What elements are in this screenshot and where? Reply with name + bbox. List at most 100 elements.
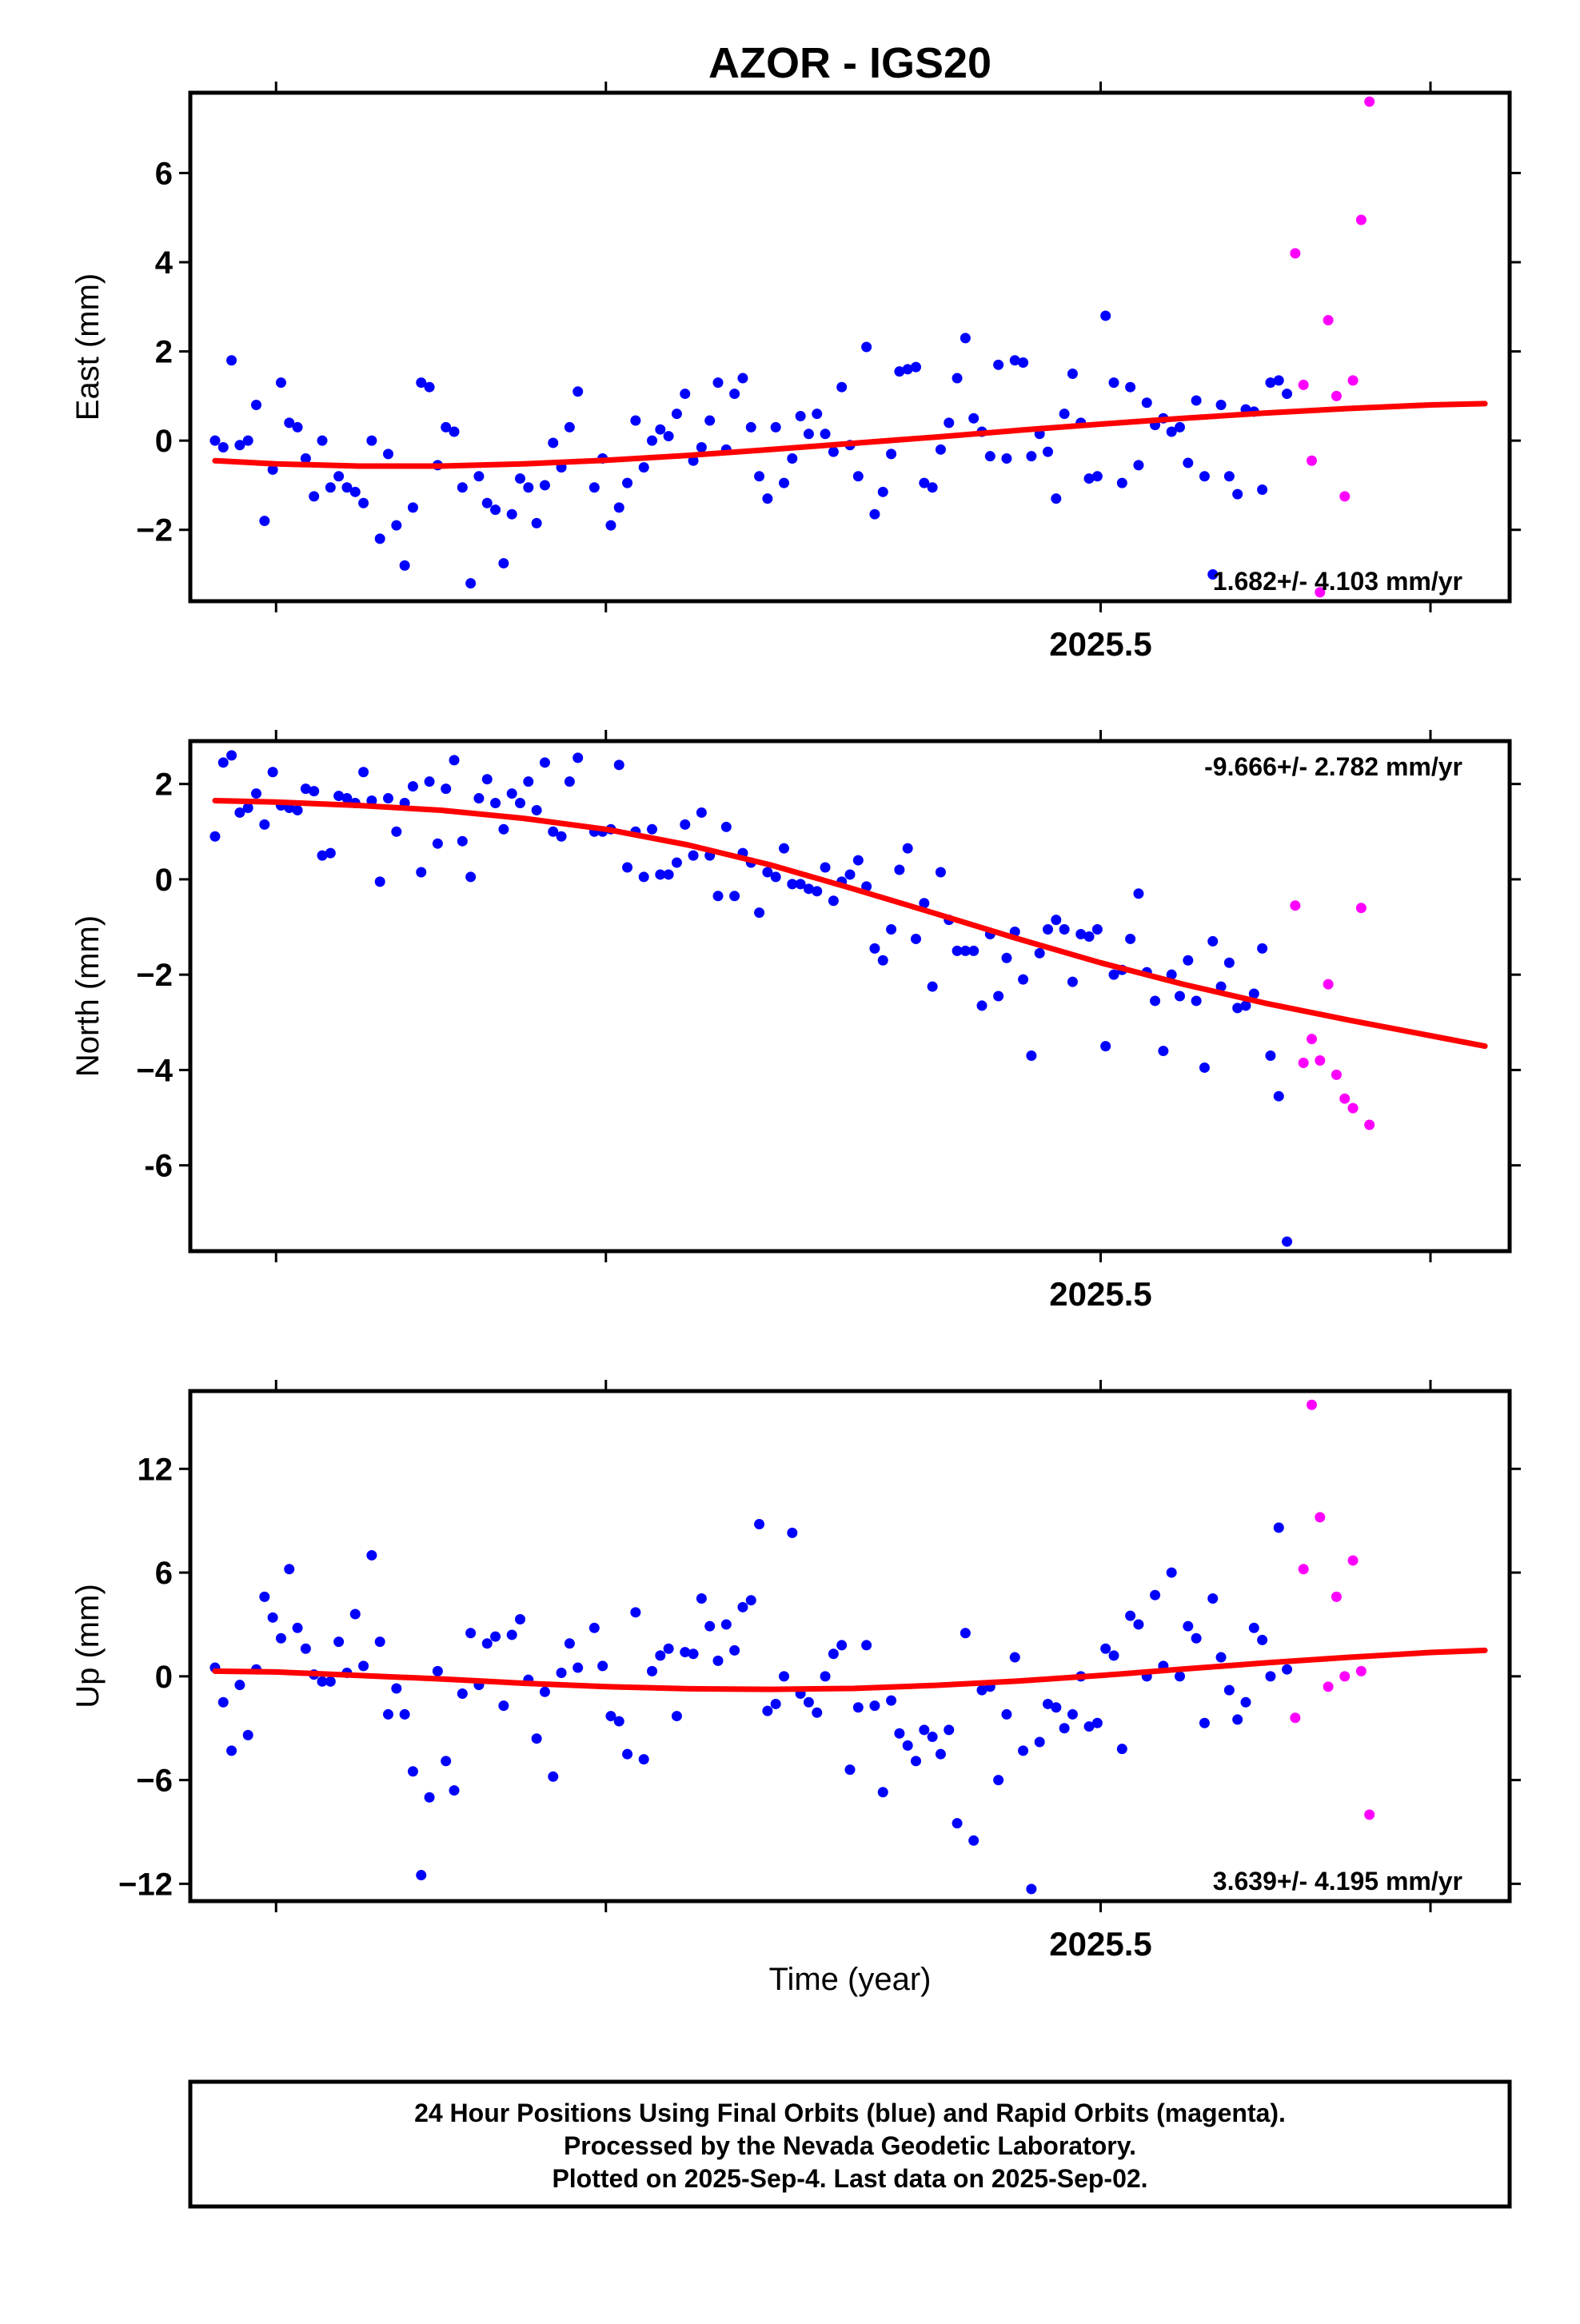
- north-final-point: [1183, 955, 1194, 966]
- east-final-point: [1265, 377, 1276, 389]
- north-final-point: [1059, 924, 1070, 935]
- north-final-point: [1282, 1236, 1293, 1247]
- north-final-point: [1240, 1000, 1251, 1011]
- north-final-point: [1257, 943, 1268, 954]
- east-y-tick-label: 4: [155, 245, 174, 281]
- east-final-point: [325, 482, 336, 493]
- east-final-point: [416, 377, 427, 389]
- north-y-tick-label: 2: [155, 767, 173, 803]
- up-final-point: [704, 1620, 716, 1632]
- east-rapid-point: [1315, 587, 1326, 598]
- north-final-point: [828, 895, 839, 907]
- up-final-point: [1125, 1610, 1136, 1621]
- east-final-point: [424, 381, 435, 393]
- north-rapid-point: [1298, 1057, 1309, 1068]
- east-final-point: [1191, 395, 1202, 406]
- east-final-point: [911, 361, 921, 373]
- east-final-point: [770, 421, 781, 433]
- up-final-point: [762, 1705, 773, 1716]
- north-final-point: [1133, 888, 1144, 899]
- up-final-point: [935, 1748, 946, 1760]
- up-final-point: [638, 1754, 649, 1765]
- legend-line-3: Plotted on 2025-Sep-4. Last data on 2025…: [552, 2164, 1147, 2193]
- up-final-point: [655, 1650, 666, 1661]
- east-y-tick-label: −2: [136, 513, 173, 548]
- east-final-point: [267, 464, 278, 475]
- north-final-point: [696, 807, 707, 818]
- up-final-point: [217, 1696, 229, 1708]
- east-final-point: [573, 386, 584, 397]
- up-final-point: [1166, 1567, 1177, 1578]
- north-final-point: [613, 759, 624, 771]
- up-final-point: [1257, 1634, 1268, 1645]
- north-rapid-point: [1315, 1054, 1326, 1066]
- north-final-point: [424, 776, 435, 787]
- north-final-point: [852, 855, 864, 866]
- up-final-point: [1223, 1684, 1235, 1696]
- up-final-point: [275, 1632, 286, 1644]
- up-final-point: [976, 1684, 988, 1696]
- up-final-point: [399, 1708, 410, 1720]
- north-final-point: [1223, 957, 1235, 968]
- up-final-point: [944, 1724, 955, 1736]
- north-final-point: [820, 862, 831, 873]
- up-final-point: [605, 1711, 616, 1722]
- north-final-point: [441, 783, 452, 795]
- north-final-point: [762, 867, 773, 878]
- up-final-point: [1059, 1723, 1070, 1734]
- up-final-point: [391, 1683, 402, 1694]
- north-final-point: [1215, 981, 1227, 992]
- up-final-point: [1273, 1522, 1284, 1533]
- up-final-point: [993, 1775, 1004, 1786]
- up-final-point: [803, 1696, 814, 1708]
- north-final-point: [812, 886, 823, 897]
- north-final-point: [1100, 1041, 1111, 1052]
- up-rapid-point: [1355, 1665, 1367, 1676]
- east-final-point: [548, 437, 559, 448]
- north-y-tick-label: -6: [144, 1149, 173, 1184]
- up-final-point: [737, 1601, 748, 1612]
- east-final-point: [391, 520, 402, 531]
- north-final-point: [317, 850, 328, 861]
- east-final-point: [317, 435, 328, 446]
- up-final-point: [861, 1640, 872, 1651]
- east-rapid-point: [1307, 455, 1317, 466]
- east-final-point: [234, 440, 245, 451]
- east-final-point: [1175, 421, 1185, 433]
- north-final-point: [498, 823, 509, 835]
- north-final-point: [209, 831, 221, 842]
- north-panel: -6 −4 −2 0 2 2025.5 North (mm) -9.666+/- 2.782 …: [70, 730, 1521, 1313]
- up-final-point: [481, 1638, 493, 1649]
- east-final-point: [984, 451, 995, 462]
- up-final-point: [1207, 1593, 1219, 1604]
- east-final-point: [490, 504, 501, 516]
- up-final-point: [1215, 1652, 1227, 1663]
- up-final-point: [407, 1766, 418, 1777]
- east-final-point: [877, 486, 888, 497]
- up-final-point: [1051, 1702, 1062, 1713]
- east-rapid-point: [1355, 214, 1367, 225]
- north-final-point: [803, 883, 814, 895]
- up-final-point: [754, 1519, 765, 1530]
- north-final-point: [1232, 1003, 1243, 1014]
- north-final-point: [976, 1000, 988, 1011]
- up-final-point: [836, 1640, 848, 1651]
- north-final-point: [481, 774, 493, 785]
- north-rapid-point: [1339, 1093, 1351, 1104]
- east-final-point: [1183, 457, 1194, 468]
- east-final-point: [787, 452, 798, 464]
- east-final-point: [1116, 477, 1127, 488]
- east-final-point: [1199, 471, 1210, 482]
- north-final-point: [449, 755, 460, 766]
- north-final-point: [1150, 995, 1161, 1007]
- east-final-point: [886, 448, 897, 460]
- north-rapid-point: [1307, 1034, 1317, 1045]
- north-final-point: [1248, 988, 1259, 999]
- north-final-point: [655, 869, 666, 880]
- up-final-point: [564, 1638, 575, 1649]
- up-final-point: [720, 1619, 732, 1630]
- up-final-point: [779, 1671, 789, 1682]
- up-final-point: [1108, 1650, 1119, 1661]
- east-final-point: [275, 377, 286, 389]
